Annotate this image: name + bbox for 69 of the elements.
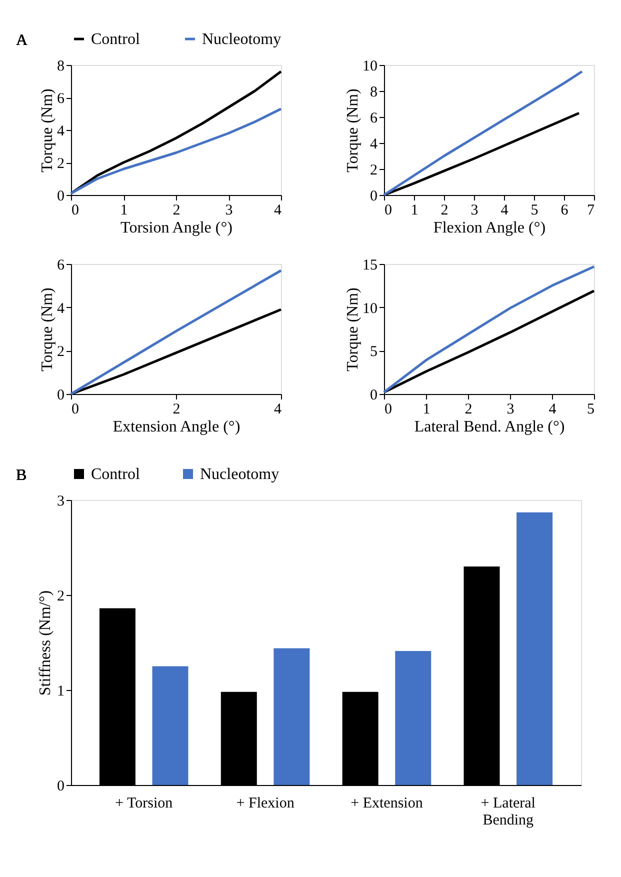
y-tick-label: 0 <box>57 778 64 794</box>
legend-label: Nucleotomy <box>200 466 280 483</box>
x-tick-label: 1 <box>120 202 128 218</box>
y-tick-label: 6 <box>370 110 378 126</box>
y-tick-label: 8 <box>370 84 378 100</box>
bar <box>274 648 310 785</box>
y-tick-label: 6 <box>57 258 65 274</box>
y-tick-label: 0 <box>370 188 378 204</box>
y-tick-label: 0 <box>57 388 64 404</box>
x-tick-label: 4 <box>274 202 282 218</box>
y-tick-label: 2 <box>57 156 64 172</box>
y-tick-label: 10 <box>362 58 378 74</box>
x-tick-label: 2 <box>464 402 472 418</box>
x-tick-label: 0 <box>384 202 392 218</box>
x-tick-label: 5 <box>587 402 594 418</box>
y-tick-label: 2 <box>57 344 64 360</box>
x-tick-label: + Torsion <box>115 796 174 812</box>
y-tick-label: 4 <box>370 136 378 152</box>
y-tick-label: 0 <box>370 388 378 404</box>
x-axis-title: Torsion Angle (°) <box>120 220 232 236</box>
line-series <box>382 70 584 196</box>
legend-label: Nucleotomy <box>202 31 282 48</box>
x-tick-label: 4 <box>274 402 282 418</box>
x-tick-label: 7 <box>587 202 595 218</box>
y-tick-label: 8 <box>57 58 64 74</box>
y-tick-label: 1 <box>57 684 64 700</box>
bar <box>152 666 188 785</box>
x-tick-label: 3 <box>225 202 233 218</box>
legend-label: Control <box>91 466 140 483</box>
y-tick-label: 15 <box>362 258 378 274</box>
x-axis-title: Flexion Angle (°) <box>433 220 546 236</box>
y-tick-label: 2 <box>370 162 378 178</box>
y-tick-label: 10 <box>362 300 378 317</box>
x-tick-label: 2 <box>172 202 180 218</box>
x-tick-label: 4 <box>500 202 509 218</box>
y-axis-title: Torque (Nm) <box>39 88 56 172</box>
y-tick-label: 3 <box>57 494 64 510</box>
y-axis-title: Torque (Nm) <box>39 288 56 372</box>
x-axis-title: Extension Angle (°) <box>112 418 240 436</box>
x-tick-label: 2 <box>172 402 180 418</box>
x-tick-label: + Flexion <box>236 796 295 812</box>
x-tick-label: + Extension <box>350 796 424 812</box>
y-axis-title: Torque (Nm) <box>344 288 362 372</box>
y-tick-label: 6 <box>57 91 65 107</box>
bar <box>395 651 432 785</box>
x-tick-label: 6 <box>560 202 569 218</box>
text: B <box>16 467 27 484</box>
y-tick-label: 5 <box>370 344 378 360</box>
x-tick-label: 3 <box>506 402 514 418</box>
x-tick-label: 4 <box>548 402 557 418</box>
x-tick-label: 2 <box>440 202 448 218</box>
x-tick-label: 0 <box>72 202 79 218</box>
text: A <box>16 32 28 49</box>
y-axis-title: Stiffness (Nm/°) <box>37 590 54 696</box>
x-axis-title: Lateral Bend. Angle (°) <box>414 418 565 436</box>
y-tick-label: 2 <box>57 588 64 604</box>
legend-label: Control <box>91 31 140 48</box>
y-axis-title: Torque (Nm) <box>344 88 362 172</box>
y-tick-label: 4 <box>57 124 65 140</box>
x-tick-label: + Lateral Bending <box>480 796 536 828</box>
x-tick-label: 5 <box>530 202 538 218</box>
x-tick-label: 1 <box>422 402 430 418</box>
x-tick-label: 3 <box>470 202 478 218</box>
x-tick-label: 0 <box>72 402 79 418</box>
x-tick-label: 0 <box>384 402 392 418</box>
x-tick-label: 1 <box>410 202 418 218</box>
y-tick-label: 0 <box>57 188 64 204</box>
bar <box>516 512 553 785</box>
y-tick-label: 4 <box>57 300 65 317</box>
